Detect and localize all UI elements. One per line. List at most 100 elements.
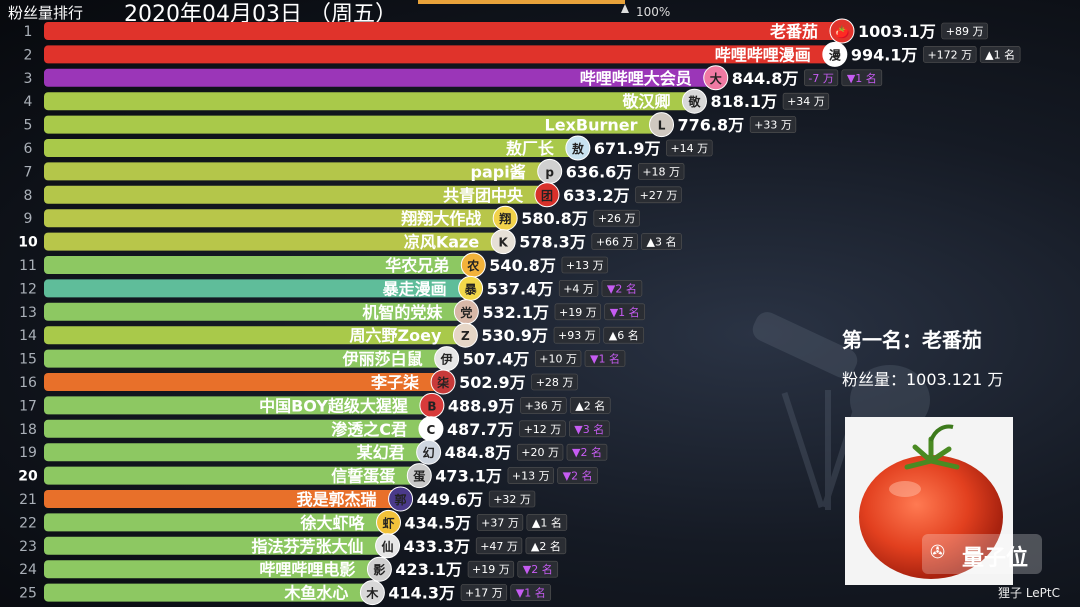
bar-name-label: 渗透之C君 [331,420,407,439]
rank-label: 4 [24,94,33,110]
delta-label: +19 万 [559,306,597,319]
avatar-icon [822,41,848,67]
rank-change-label: ▼3 名 [574,422,604,436]
delta-badge [520,397,567,414]
delta-badge [516,443,564,461]
bar-name-label: 凉风Kaze [404,233,480,252]
bar [44,68,718,87]
avatar-icon-glyph: 敖 [572,141,585,156]
bar-value-label: 434.5万 [405,513,472,532]
delta-badge [507,467,554,484]
delta-label: +4 万 [563,282,594,295]
bar-name-label: 周六野Zoey [350,326,442,345]
avatar-icon-glyph: 团 [541,189,553,203]
bar-name-label: 共青团中央 [443,186,524,205]
delta-badge [531,373,578,391]
delta-label: +13 万 [566,259,604,272]
bar [44,92,697,111]
rank-change-badge [584,350,626,367]
bar-value-label: 487.7万 [447,420,514,439]
delta-badge [591,233,638,250]
rank-change-label: ▲1 名 [985,47,1015,61]
bar-value-label: 488.9万 [448,396,515,415]
bar-value-label: 844.8万 [732,69,799,88]
bar-name-label: 华农兄弟 [385,256,449,275]
delta-badge [638,163,685,180]
timeline-marker-icon[interactable] [621,4,629,13]
timeline-progress-bar[interactable] [418,0,625,4]
rank-change-label: ▼1 名 [516,586,546,600]
rank-label: 9 [24,211,33,227]
avatar-icon [681,88,707,114]
avatar-icon-glyph: 幻 [423,445,435,460]
rank-label: 24 [19,562,37,578]
credit-label: 狸子 LePtC [998,586,1060,600]
timeline-progress-label: 100% [636,5,671,19]
avatar-icon [565,135,591,161]
delta-badge [519,420,566,438]
rank-change-badge [603,326,645,344]
avatar-icon-glyph: B [427,399,436,413]
bar [44,22,844,40]
rank-label: 18 [19,422,37,438]
bar-value-label: 633.2万 [563,186,630,205]
bar-value-label: 532.1万 [482,303,549,322]
bar-value-label: 636.6万 [566,162,633,181]
watermark: ✇ 量子位 [922,534,1042,574]
delta-badge [635,186,682,204]
delta-label: +37 万 [481,516,519,529]
rank-label: 13 [19,305,37,321]
delta-badge [666,139,713,157]
rank-change-label: ▲1 名 [532,515,562,529]
rank-change-badge [526,514,568,531]
bar-value-label: 414.3万 [388,584,455,603]
rank-change-badge [525,537,567,555]
delta-badge [534,350,582,367]
rank-label: 6 [24,141,33,157]
bar-value-label: 537.4万 [487,279,554,298]
rank-change-label: ▲2 名 [531,539,561,553]
delta-label: +93 万 [558,329,596,342]
bar-value-label: 540.8万 [489,256,556,275]
delta-label: +28 万 [536,376,574,389]
avatar-icon [649,112,675,138]
rank-change-badge [568,420,610,438]
rank-change-label: ▼1 名 [847,71,877,85]
rank-label: 14 [19,328,37,344]
rank-change-label: ▼1 名 [590,352,620,366]
bar [44,490,403,508]
avatar-icon-glyph: L [658,119,666,133]
bar-value-label: 449.6万 [417,490,484,509]
delta-badge [553,326,601,344]
bar-name-label: 哔哩哔哩漫画 [715,45,811,64]
rank-label: 5 [24,118,33,134]
rank-label: 7 [24,164,33,180]
bar-name-label: 暴走漫画 [382,279,447,298]
bar-name-label: 伊丽莎白鼠 [342,350,423,369]
delta-label: +20 万 [521,446,559,459]
bar [44,373,446,391]
bar-name-label: 哔哩哔哩电影 [259,560,355,579]
bar-value-label: 776.8万 [678,116,745,135]
bar [44,209,508,228]
avatar-icon [452,322,478,348]
bar-name-label: 哔哩哔哩大会员 [580,69,692,88]
delta-label: +47 万 [480,540,518,553]
avatar-icon-glyph: 蛋 [413,470,425,484]
bar-name-label: 翔翔大作战 [400,209,481,228]
rank-change-badge [569,397,611,414]
bar-name-label: 老番茄 [769,22,818,41]
rank-change-badge [566,443,608,461]
bar [44,513,391,532]
avatar-icon-glyph: 郭 [395,492,407,507]
delta-badge [460,584,508,601]
bar [44,419,433,438]
delta-badge [554,303,602,321]
avatar-icon-glyph: K [499,236,509,250]
delta-label: +36 万 [525,399,563,412]
delta-label: +14 万 [670,142,708,155]
delta-label: +18 万 [642,165,680,178]
avatar-icon-glyph: 农 [466,258,479,273]
bar [44,139,580,157]
